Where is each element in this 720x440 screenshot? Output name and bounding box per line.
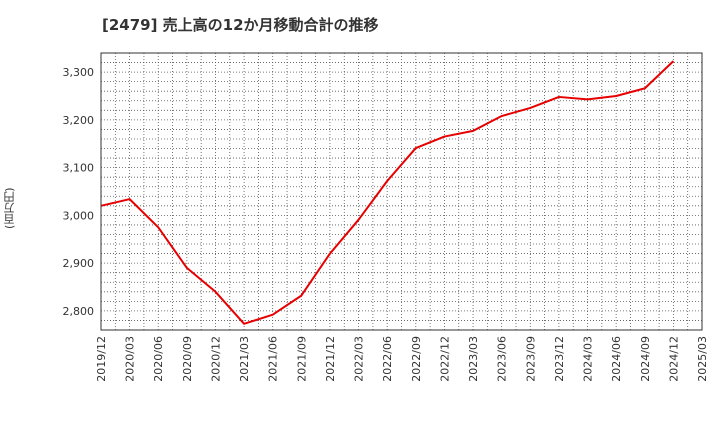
x-tick-label: 2023/03 bbox=[467, 336, 480, 382]
y-tick-label: 2,800 bbox=[63, 305, 95, 318]
x-tick-label: 2023/06 bbox=[496, 336, 509, 382]
x-tick-label: 2020/09 bbox=[181, 336, 194, 382]
x-tick-label: 2024/12 bbox=[667, 336, 680, 382]
x-tick-label: 2024/03 bbox=[582, 336, 595, 382]
x-tick-label: 2022/09 bbox=[410, 336, 423, 382]
x-tick-label: 2025/03 bbox=[696, 336, 709, 382]
x-tick-label: 2022/12 bbox=[438, 336, 451, 382]
x-axis-ticks: 2019/12 2020/03 2020/06 2020/09 2020/12 2021/… bbox=[95, 336, 709, 382]
x-tick-label: 2024/06 bbox=[610, 336, 623, 382]
plot-frame bbox=[100, 52, 703, 331]
x-tick-label: 2021/06 bbox=[267, 336, 280, 382]
x-tick-label: 2020/03 bbox=[124, 336, 137, 382]
y-tick-label: 3,100 bbox=[63, 162, 95, 175]
chart-title: [2479] 売上高の12か月移動合計の推移 bbox=[102, 16, 379, 34]
y-tick-label: 2,900 bbox=[63, 257, 95, 270]
y-tick-label: 3,200 bbox=[63, 114, 95, 127]
x-tick-label: 2022/06 bbox=[381, 336, 394, 382]
x-tick-label: 2023/12 bbox=[553, 336, 566, 382]
x-tick-label: 2020/12 bbox=[209, 336, 222, 382]
series-line bbox=[100, 60, 675, 325]
x-tick-label: 2021/09 bbox=[295, 336, 308, 382]
x-tick-label: 2024/09 bbox=[639, 336, 652, 382]
horizontal-gridlines bbox=[101, 62, 702, 321]
x-tick-label: 2022/03 bbox=[353, 336, 366, 382]
vertical-gridlines bbox=[100, 53, 703, 330]
x-tick-label: 2021/03 bbox=[238, 336, 251, 382]
y-axis-ticks: 2,800 2,900 3,000 3,100 3,200 3,300 bbox=[63, 66, 95, 318]
x-tick-label: 2021/12 bbox=[324, 336, 337, 382]
y-tick-label: 3,000 bbox=[63, 209, 95, 222]
x-tick-label: 2020/06 bbox=[152, 336, 165, 382]
series-group bbox=[100, 60, 675, 325]
x-tick-label: 2019/12 bbox=[95, 336, 108, 382]
y-tick-label: 3,300 bbox=[63, 66, 95, 79]
x-tick-label: 2023/09 bbox=[524, 336, 537, 382]
